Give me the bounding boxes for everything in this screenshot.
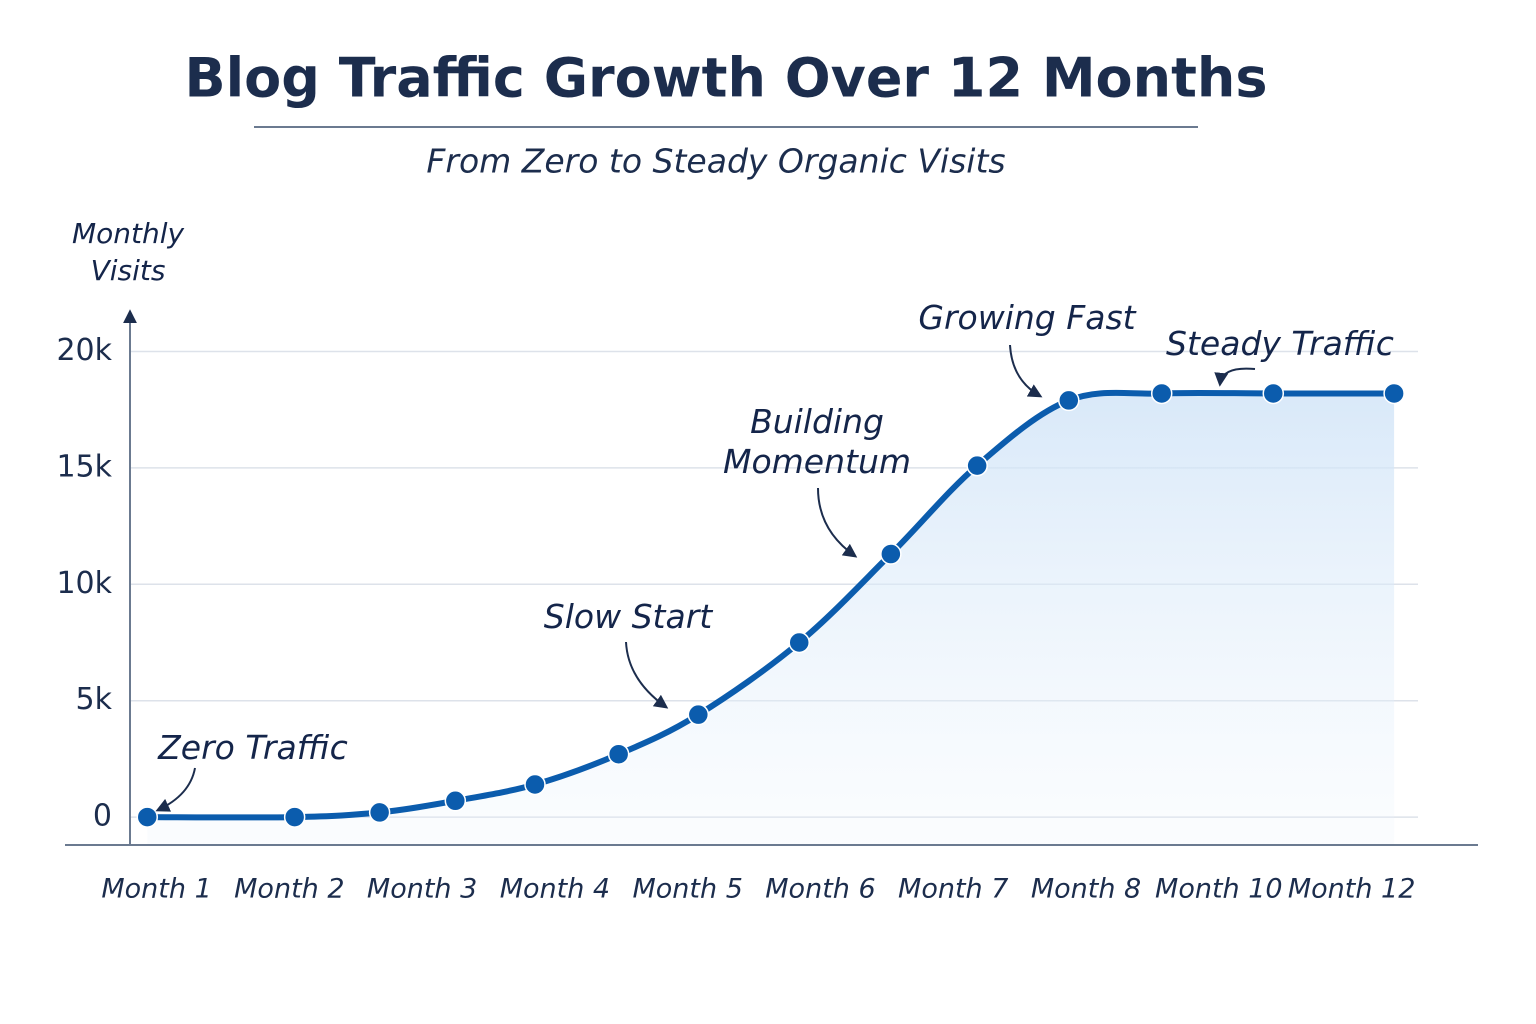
point	[368, 801, 391, 824]
annotation: Slow Start	[543, 597, 713, 636]
point	[1058, 389, 1080, 412]
x-tick-label: Month 5	[632, 874, 742, 905]
point	[966, 454, 988, 477]
point	[1150, 382, 1173, 405]
y-tick-label: 10k	[56, 566, 112, 601]
x-tick-label: Month 4	[500, 874, 610, 905]
area	[147, 392, 1395, 845]
point	[788, 631, 810, 654]
point	[444, 790, 467, 812]
annotation: Building Momentum	[722, 402, 912, 481]
annotation: Zero Traffic	[158, 728, 348, 767]
x-tick-label: Month 8	[1031, 874, 1141, 905]
y-tick-label: 15k	[56, 449, 112, 484]
y-tick-label: 20k	[56, 333, 112, 368]
y-axis-label: Monthly Visits	[71, 217, 185, 287]
point	[687, 703, 710, 726]
x-tick-label: Month 10	[1155, 874, 1283, 905]
y-tick-label: 0	[93, 799, 112, 834]
x-tick-label: Month 12	[1288, 874, 1416, 905]
point	[524, 773, 546, 796]
x-tick-label: Month 3	[367, 874, 477, 905]
arrow	[817, 487, 858, 558]
point	[136, 806, 159, 828]
x-tick-label: Month 1	[101, 874, 211, 905]
x-tick-label: Month 7	[898, 874, 1008, 905]
arrow	[1009, 344, 1043, 398]
plot	[136, 382, 1405, 845]
x-tick-label: Month 2	[234, 874, 344, 905]
arrow	[625, 641, 669, 709]
arrow	[1214, 367, 1256, 387]
point	[1262, 382, 1285, 405]
point	[607, 743, 630, 765]
arrow	[155, 767, 196, 812]
point	[880, 543, 902, 565]
x-tick-label: Month 6	[765, 874, 875, 905]
annotation: Steady Traffic	[1166, 324, 1394, 363]
point	[283, 806, 306, 828]
chart-subtitle: From Zero to Steady Organic Visits	[426, 142, 1005, 181]
grid: 0 5k 10k 15k 20k Month 1 Month 2 Month 3 Month 4…	[56, 333, 1418, 905]
chart-title: Blog Traffic Growth Over 12 Months	[184, 47, 1267, 110]
annotation: Growing Fast	[918, 298, 1136, 337]
point	[1383, 382, 1405, 405]
annotation-arrows	[155, 344, 1256, 812]
y-tick-label: 5k	[76, 682, 113, 717]
